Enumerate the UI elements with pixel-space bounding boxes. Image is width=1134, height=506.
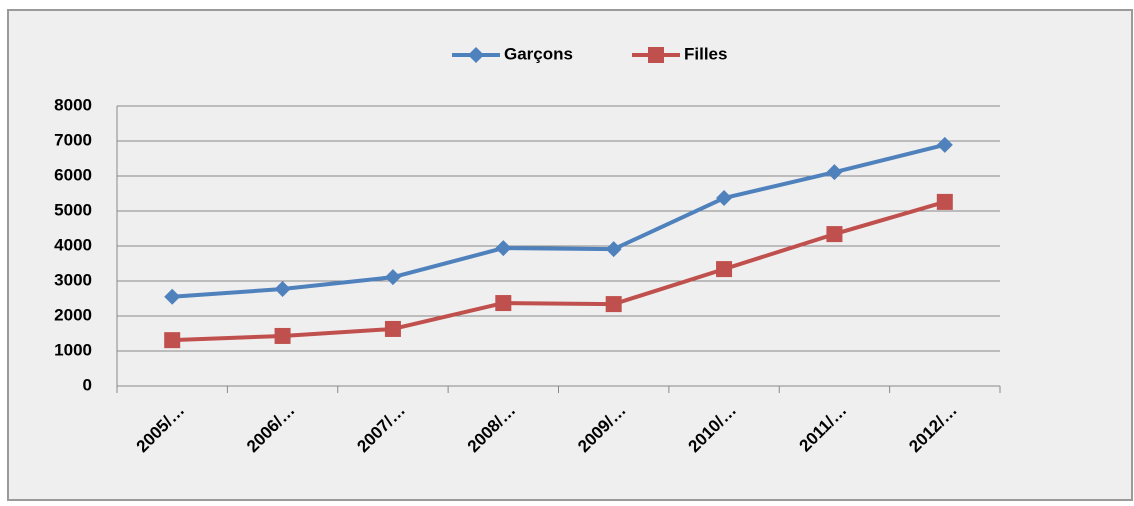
legend-label: Garçons	[504, 44, 573, 63]
data-point	[495, 240, 512, 257]
series-line	[172, 199, 946, 343]
data-point	[605, 296, 622, 313]
data-point	[936, 193, 953, 210]
data-point	[826, 226, 843, 243]
legend-marker	[648, 47, 664, 63]
chart-frame	[7, 9, 1133, 501]
y-tick-label: 7000	[54, 130, 92, 149]
data-point	[164, 332, 181, 349]
y-tick-label: 4000	[54, 235, 92, 254]
data-point	[384, 320, 401, 337]
y-tick-label: 1000	[54, 340, 92, 359]
data-point	[716, 190, 733, 207]
data-point	[164, 288, 181, 305]
data-point	[936, 136, 953, 153]
data-point	[384, 269, 401, 286]
series-line	[172, 142, 946, 299]
y-tick-label: 5000	[54, 200, 92, 219]
data-point	[274, 281, 291, 298]
data-point	[605, 241, 622, 258]
y-tick-label: 3000	[54, 270, 92, 289]
data-point	[826, 164, 843, 181]
legend-marker	[468, 47, 484, 63]
y-tick-label: 8000	[54, 95, 92, 114]
data-point	[274, 327, 291, 344]
y-tick-label: 2000	[54, 305, 92, 324]
legend-label: Filles	[684, 44, 727, 63]
y-tick-label: 0	[83, 375, 92, 394]
data-point	[495, 295, 512, 312]
y-tick-label: 6000	[54, 165, 92, 184]
data-point	[716, 261, 733, 278]
